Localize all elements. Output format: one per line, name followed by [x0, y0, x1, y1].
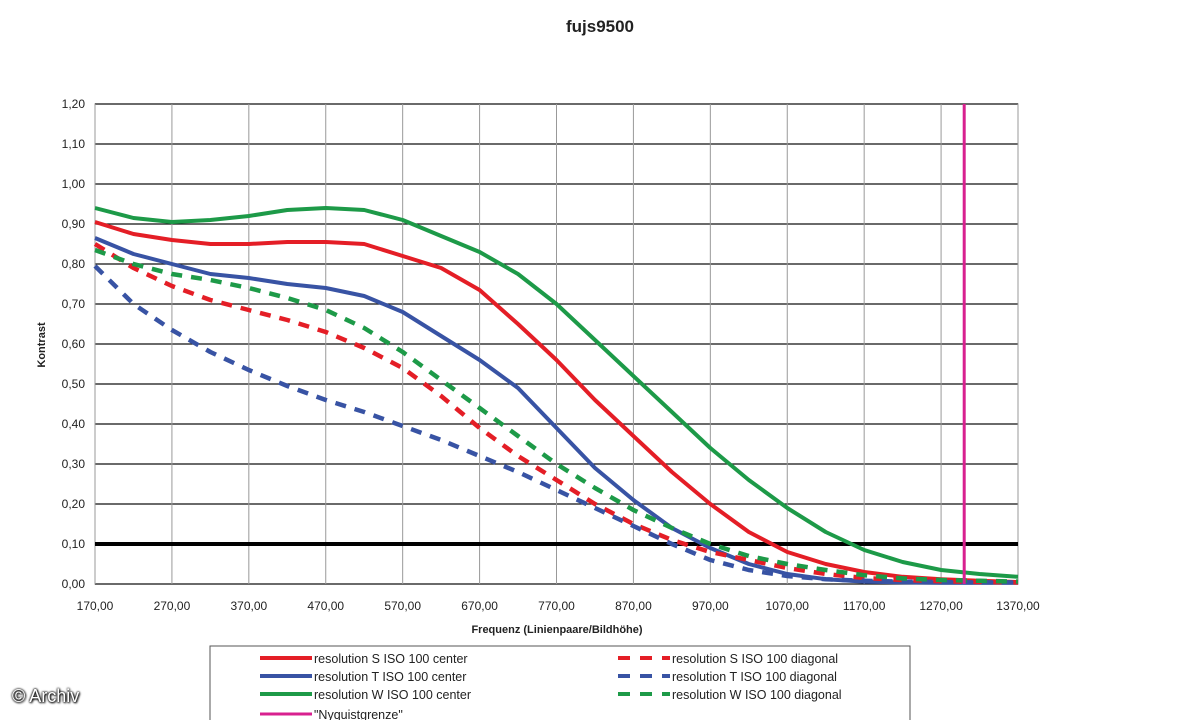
y-tick-label: 0,40: [62, 417, 86, 431]
legend-label-1: resolution S ISO 100 center: [314, 652, 468, 666]
y-tick-label: 1,00: [62, 177, 86, 191]
legend-label-6: resolution W ISO 100 diagonal: [672, 688, 842, 702]
y-axis-label: Kontrast: [36, 322, 48, 368]
y-tick-label: 0,10: [62, 537, 86, 551]
x-tick-label: 770,00: [538, 599, 575, 613]
x-tick-label: 370,00: [230, 599, 267, 613]
legend-label-2: resolution T ISO 100 center: [314, 670, 466, 684]
x-tick-label: 670,00: [461, 599, 498, 613]
series-line-5: [93, 264, 1018, 585]
x-tick-label: 1370,00: [996, 599, 1040, 613]
x-axis-label: Frequenz (Linienpaare/Bildhöhe): [471, 624, 642, 636]
series-line-1: [94, 220, 1019, 584]
y-tick-label: 0,70: [62, 297, 86, 311]
series-line-6: [94, 247, 1019, 584]
y-tick-label: 1,10: [62, 137, 86, 151]
x-tick-label: 870,00: [615, 599, 652, 613]
x-tick-label: 570,00: [384, 599, 421, 613]
y-tick-label: 0,60: [62, 337, 86, 351]
legend-label-7: "Nyquistgrenze": [314, 708, 403, 720]
y-tick-label: 0,90: [62, 217, 86, 231]
legend-label-5: resolution T ISO 100 diagonal: [672, 670, 837, 684]
x-tick-label: 1070,00: [766, 599, 810, 613]
legend-label-4: resolution S ISO 100 diagonal: [672, 652, 838, 666]
grid: [94, 103, 1019, 585]
series-line-3: [94, 206, 1019, 579]
legend-box: [209, 645, 911, 720]
x-tick-label: 970,00: [692, 599, 729, 613]
x-tick-label: 1270,00: [919, 599, 963, 613]
legend: resolution S ISO 100 center resolution T …: [209, 645, 911, 720]
x-tick-label: 170,00: [77, 599, 114, 613]
y-tick-label: 0,00: [62, 577, 86, 591]
watermark: © Archiv: [12, 686, 80, 706]
chart-title: fujs9500: [566, 17, 634, 36]
y-tick-label: 1,20: [62, 97, 86, 111]
x-tick-label: 470,00: [307, 599, 344, 613]
x-tick-label: 270,00: [154, 599, 191, 613]
y-tick-label: 0,80: [62, 257, 86, 271]
y-tick-label: 0,20: [62, 497, 86, 511]
series-layer: [93, 206, 1019, 585]
legend-label-3: resolution W ISO 100 center: [314, 688, 471, 702]
y-tick-label: 0,50: [62, 377, 86, 391]
tick-labels: 0,00 0,10 0,20 0,30 0,40 0,50 0,60 0,70 0,80 0,90…: [62, 97, 1040, 613]
x-tick-label: 1170,00: [843, 599, 886, 613]
y-tick-label: 0,30: [62, 457, 86, 471]
series-line-4: [93, 242, 1019, 585]
